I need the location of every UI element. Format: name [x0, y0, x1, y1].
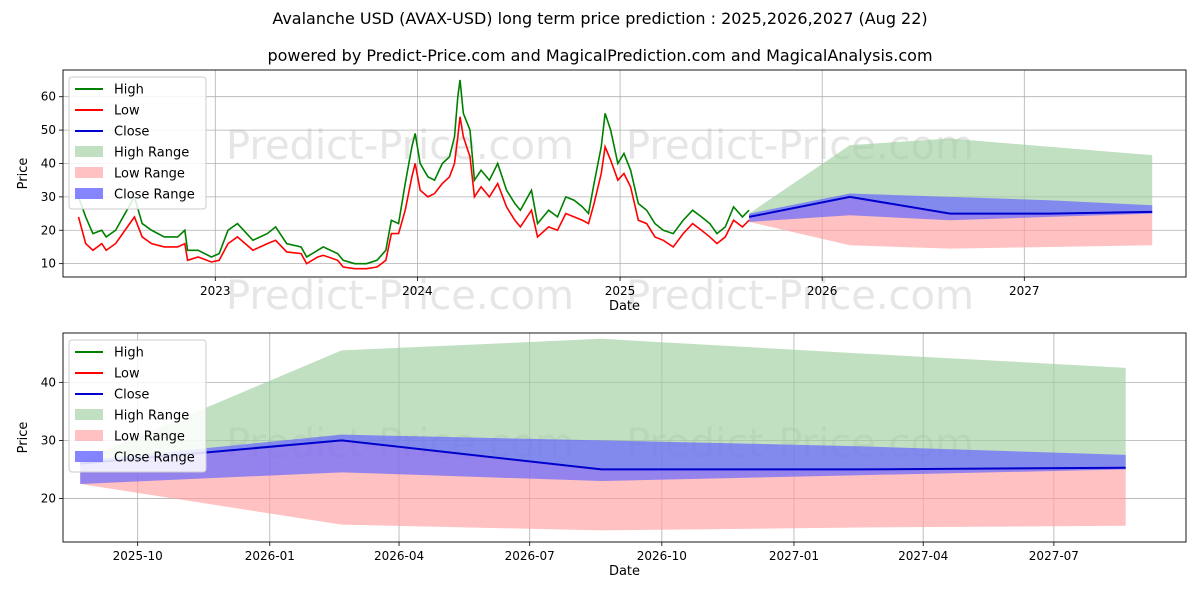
legend-swatch	[75, 430, 103, 441]
watermark-text: Predict-Price.com	[226, 273, 574, 319]
chart-subtitle: powered by Predict-Price.com and Magical…	[267, 46, 933, 65]
legend-entry: Close	[114, 125, 149, 140]
x-tick-label: 2026-04	[374, 549, 424, 563]
close-forecast-line	[748, 195, 1153, 218]
close-forecast-line	[80, 439, 1126, 471]
y-tick-label: 30	[41, 190, 56, 204]
legend-entry: Close Range	[114, 188, 195, 203]
y-tick-label: 20	[41, 491, 56, 505]
plot-frame	[62, 332, 1187, 543]
low-line	[77, 116, 750, 270]
x-tick-label: 2026-07	[505, 549, 555, 563]
x-tick-label: 2025-10	[113, 549, 163, 563]
y-tick-label: 30	[41, 433, 56, 447]
x-tick-label: 2027	[1009, 284, 1040, 298]
legend-swatch	[75, 451, 103, 462]
y-tick-label: 10	[41, 257, 56, 271]
x-tick-label: 2027-04	[898, 549, 948, 563]
y-tick-label: 60	[41, 90, 56, 104]
legend-entry: High Range	[114, 409, 189, 424]
x-tick-label: 2024	[402, 284, 433, 298]
y-axis-label: Price	[16, 422, 31, 454]
y-axis-label: Price	[16, 158, 31, 190]
x-tick-label: 2027-01	[769, 549, 819, 563]
watermark-text: Predict-Price.com	[226, 123, 574, 169]
legend-entry: Close Range	[114, 451, 195, 466]
legend-entry: Low	[114, 104, 140, 119]
legend-entry: High	[114, 346, 144, 361]
chart-panel-1: Predict-Price.comPredict-Price.com2025-1…	[16, 332, 1187, 579]
plot-frame	[62, 69, 1187, 278]
x-tick-label: 2026-01	[245, 549, 295, 563]
legend-entry: High	[114, 83, 144, 98]
legend-entry: Close	[114, 388, 149, 403]
legend-entry: Low Range	[114, 430, 185, 445]
x-tick-label: 2025	[605, 284, 636, 298]
legend-entry: High Range	[114, 146, 189, 161]
legend-swatch	[75, 146, 103, 157]
legend-box	[68, 339, 207, 473]
y-tick-label: 40	[41, 156, 56, 170]
x-tick-label: 2023	[200, 284, 231, 298]
legend-entry: Low	[114, 367, 140, 382]
legend-swatch	[75, 188, 103, 199]
legend-entry: Low Range	[114, 167, 185, 182]
legend-swatch	[75, 167, 103, 178]
legend-swatch	[75, 409, 103, 420]
close-range-area	[80, 434, 1126, 484]
x-tick-label: 2027-07	[1029, 549, 1079, 563]
x-tick-label: 2026	[807, 284, 838, 298]
close-range-area	[749, 193, 1153, 222]
watermark-text: Predict-Price.com	[626, 273, 974, 319]
y-tick-label: 20	[41, 223, 56, 237]
x-axis-label: Date	[609, 564, 640, 579]
high-range-area	[749, 138, 1153, 217]
legend: High Low Close High Range Low Range Close Ran…	[68, 76, 207, 210]
x-axis-label: Date	[609, 299, 640, 314]
chart-panel-0: Predict-Price.com Predict-Price.com Predic…	[16, 69, 1187, 319]
y-tick-label: 40	[41, 375, 56, 389]
y-tick-label: 50	[41, 123, 56, 137]
legend: High Low Close High Range Low Range Close Ran…	[68, 339, 207, 473]
x-tick-label: 2026-10	[637, 549, 687, 563]
chart-title: Avalanche USD (AVAX-USD) long term price…	[272, 9, 928, 28]
legend-box	[68, 76, 207, 210]
high-line	[77, 79, 750, 265]
